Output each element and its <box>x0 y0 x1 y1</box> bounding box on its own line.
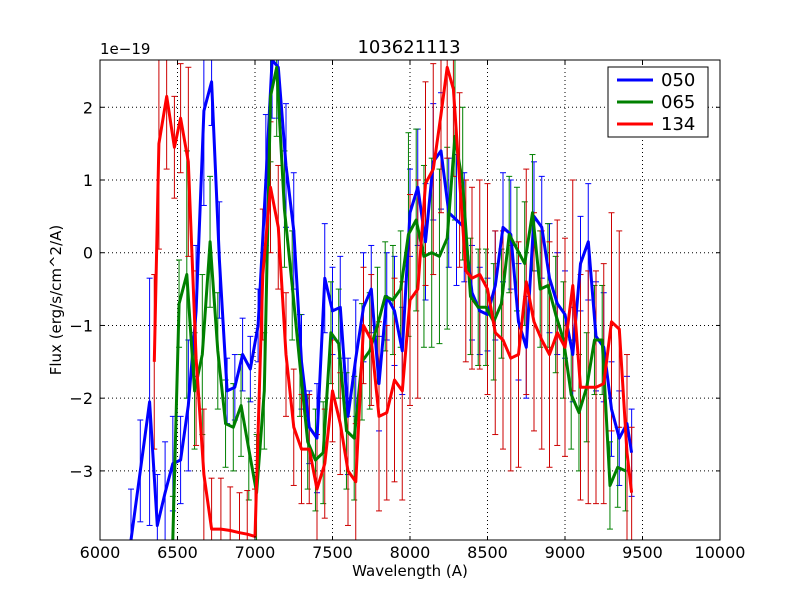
x-tick-label: 9000 <box>545 543 586 562</box>
chart-title: 103621113 <box>357 37 460 58</box>
series-050-line <box>129 60 634 540</box>
axes-layer: 6000 6500 7000 7500 8000 8500 9000 9500 10000 −3 −… <box>69 59 746 562</box>
y-tick-label: −1 <box>69 316 93 335</box>
legend-label-065: 065 <box>661 92 695 113</box>
x-axis-label: Wavelength (A) <box>352 562 468 580</box>
x-tick-label: 8000 <box>390 543 431 562</box>
y-offset-label: 1e−19 <box>100 40 150 58</box>
y-tick-label: 2 <box>83 98 93 117</box>
data-layer <box>128 60 635 540</box>
y-tick-label: 0 <box>83 244 93 263</box>
y-tick-label: −2 <box>69 389 93 408</box>
x-tick-label: 8500 <box>467 543 508 562</box>
x-tick-label: 7000 <box>235 543 276 562</box>
y-tick-label: 1 <box>83 171 93 190</box>
x-tick-label: 6500 <box>157 543 198 562</box>
legend-label-134: 134 <box>661 114 695 135</box>
series-134-line <box>152 65 634 538</box>
x-tick-label: 10000 <box>695 543 746 562</box>
x-tick-label: 7500 <box>312 543 353 562</box>
y-tick-label: −3 <box>69 462 93 481</box>
series-065-line <box>171 65 627 540</box>
legend-label-050: 050 <box>661 70 695 91</box>
x-tick-label: 9500 <box>622 543 663 562</box>
y-axis-label: Flux (erg/s/cm^2/A) <box>47 225 65 376</box>
x-tick-label: 6000 <box>80 543 121 562</box>
